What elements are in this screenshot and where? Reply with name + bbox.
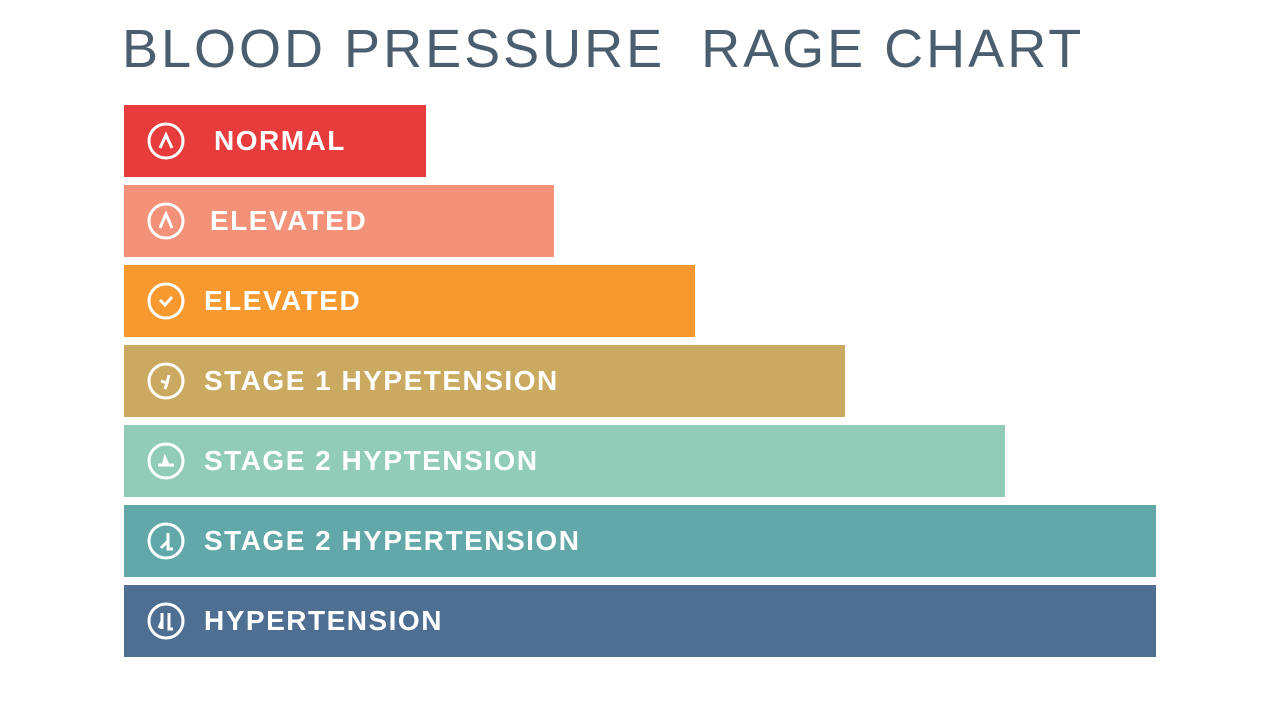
label: STAGE 2 HYPERTENSION [204,525,581,556]
label: NORMAL [214,125,346,156]
icon [147,362,185,400]
title: BLOOD PRESSURE RAGE CHART [122,19,1085,79]
icon [147,522,185,560]
label: ELEVATED [204,285,362,316]
bar: NORMAL [124,105,426,177]
icon [147,202,185,240]
bar: STAGE 2 HYPTENSION [124,425,1005,497]
icon [147,602,185,640]
icon [147,122,185,160]
bar: ELEVATED [124,185,554,257]
label: STAGE 2 HYPTENSION [204,445,539,476]
bar: STAGE 1 HYPETENSION [124,345,845,417]
icon [147,442,185,480]
label: STAGE 1 HYPETENSION [204,365,559,396]
bar: STAGE 2 HYPERTENSION [124,505,1156,577]
label: ELEVATED [210,205,368,236]
bar: HYPERTENSION [124,585,1156,657]
label: HYPERTENSION [204,605,443,636]
bar: ELEVATED [124,265,695,337]
icon [147,282,185,320]
